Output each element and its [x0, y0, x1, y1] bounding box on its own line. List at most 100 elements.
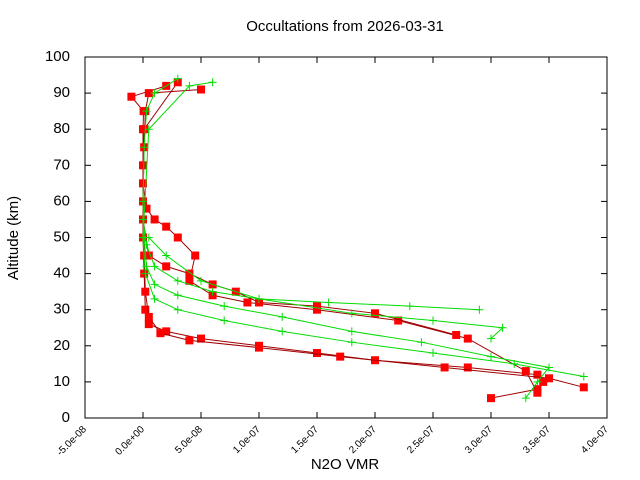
marker	[173, 74, 182, 83]
marker	[347, 327, 356, 336]
marker	[185, 269, 194, 278]
profile-line	[142, 81, 584, 377]
marker	[545, 374, 553, 383]
marker	[347, 338, 356, 347]
marker	[197, 334, 205, 343]
y-tick-label: 70	[53, 156, 70, 173]
marker	[278, 327, 287, 336]
marker	[347, 309, 356, 318]
marker	[220, 302, 229, 311]
marker	[173, 291, 182, 300]
marker	[487, 394, 495, 403]
marker	[197, 276, 205, 285]
marker	[144, 89, 153, 98]
marker	[173, 276, 182, 285]
y-tick-label: 60	[53, 192, 70, 209]
marker	[324, 298, 333, 307]
marker	[475, 305, 484, 314]
profile-line	[142, 88, 584, 388]
marker	[139, 215, 147, 224]
profile-line	[142, 81, 538, 393]
marker	[162, 262, 171, 271]
marker	[463, 334, 472, 343]
x-tick-label: 2.0e-07	[347, 424, 379, 456]
x-tick-label: 1.0e-07	[231, 424, 263, 456]
marker	[150, 280, 159, 289]
x-tick-label: -5.0e-08	[55, 424, 89, 458]
marker	[139, 197, 147, 206]
marker	[144, 312, 153, 321]
marker	[141, 305, 150, 314]
y-axis-label: Altitude (km)	[5, 196, 22, 280]
y-tick-label: 0	[62, 409, 70, 426]
marker	[144, 233, 153, 242]
marker	[144, 320, 153, 329]
marker	[394, 316, 403, 325]
marker	[313, 349, 321, 358]
marker	[140, 143, 149, 152]
x-tick-label: 3.5e-07	[521, 424, 553, 456]
marker	[533, 388, 542, 397]
profile-line	[148, 237, 504, 339]
marker	[243, 298, 252, 307]
y-tick-label: 50	[53, 228, 70, 245]
marker	[405, 302, 414, 311]
marker	[417, 338, 426, 347]
marker	[336, 352, 345, 361]
marker	[579, 372, 588, 381]
x-tick-label: 1.5e-07	[289, 424, 321, 456]
marker	[255, 294, 263, 303]
marker	[197, 85, 205, 94]
marker	[150, 294, 159, 303]
profile-line	[130, 85, 544, 399]
marker	[173, 305, 182, 314]
marker	[533, 370, 542, 379]
y-tick-label: 80	[53, 120, 70, 137]
marker	[156, 329, 165, 338]
marker	[141, 269, 150, 278]
y-tick-label: 20	[53, 337, 70, 354]
x-tick-label: 5.0e-08	[173, 424, 205, 456]
marker	[521, 394, 530, 403]
x-tick-label: 4.0e-07	[579, 424, 611, 456]
marker	[173, 233, 182, 242]
marker	[255, 343, 263, 352]
chart-title: Occultations from 2026-03-31	[246, 18, 444, 35]
marker	[429, 349, 437, 358]
marker	[142, 204, 151, 213]
marker	[579, 383, 588, 392]
y-tick-label: 10	[53, 373, 70, 390]
marker	[144, 125, 153, 134]
y-tick-label: 30	[53, 301, 70, 318]
x-tick-label: 2.5e-07	[405, 424, 437, 456]
marker	[127, 92, 136, 101]
marker	[452, 330, 461, 339]
marker	[440, 363, 449, 372]
marker	[144, 251, 153, 260]
marker	[208, 287, 217, 296]
marker	[185, 81, 194, 90]
marker	[142, 262, 151, 271]
marker	[150, 89, 159, 98]
marker	[533, 377, 542, 386]
marker	[487, 352, 495, 361]
marker	[539, 377, 548, 386]
marker	[141, 287, 150, 296]
marker	[220, 316, 229, 325]
marker	[191, 251, 200, 260]
marker	[142, 107, 151, 116]
marker	[162, 251, 171, 260]
marker	[142, 240, 151, 249]
marker	[278, 312, 287, 321]
y-tick-label: 90	[53, 84, 70, 101]
marker	[150, 262, 159, 271]
marker	[185, 276, 194, 285]
x-axis-label: N2O VMR	[311, 456, 380, 473]
marker	[162, 327, 171, 336]
marker	[429, 316, 437, 325]
marker	[498, 323, 507, 332]
marker	[313, 302, 321, 311]
marker	[185, 336, 194, 345]
x-tick-label: 0.0e+00	[113, 424, 147, 458]
